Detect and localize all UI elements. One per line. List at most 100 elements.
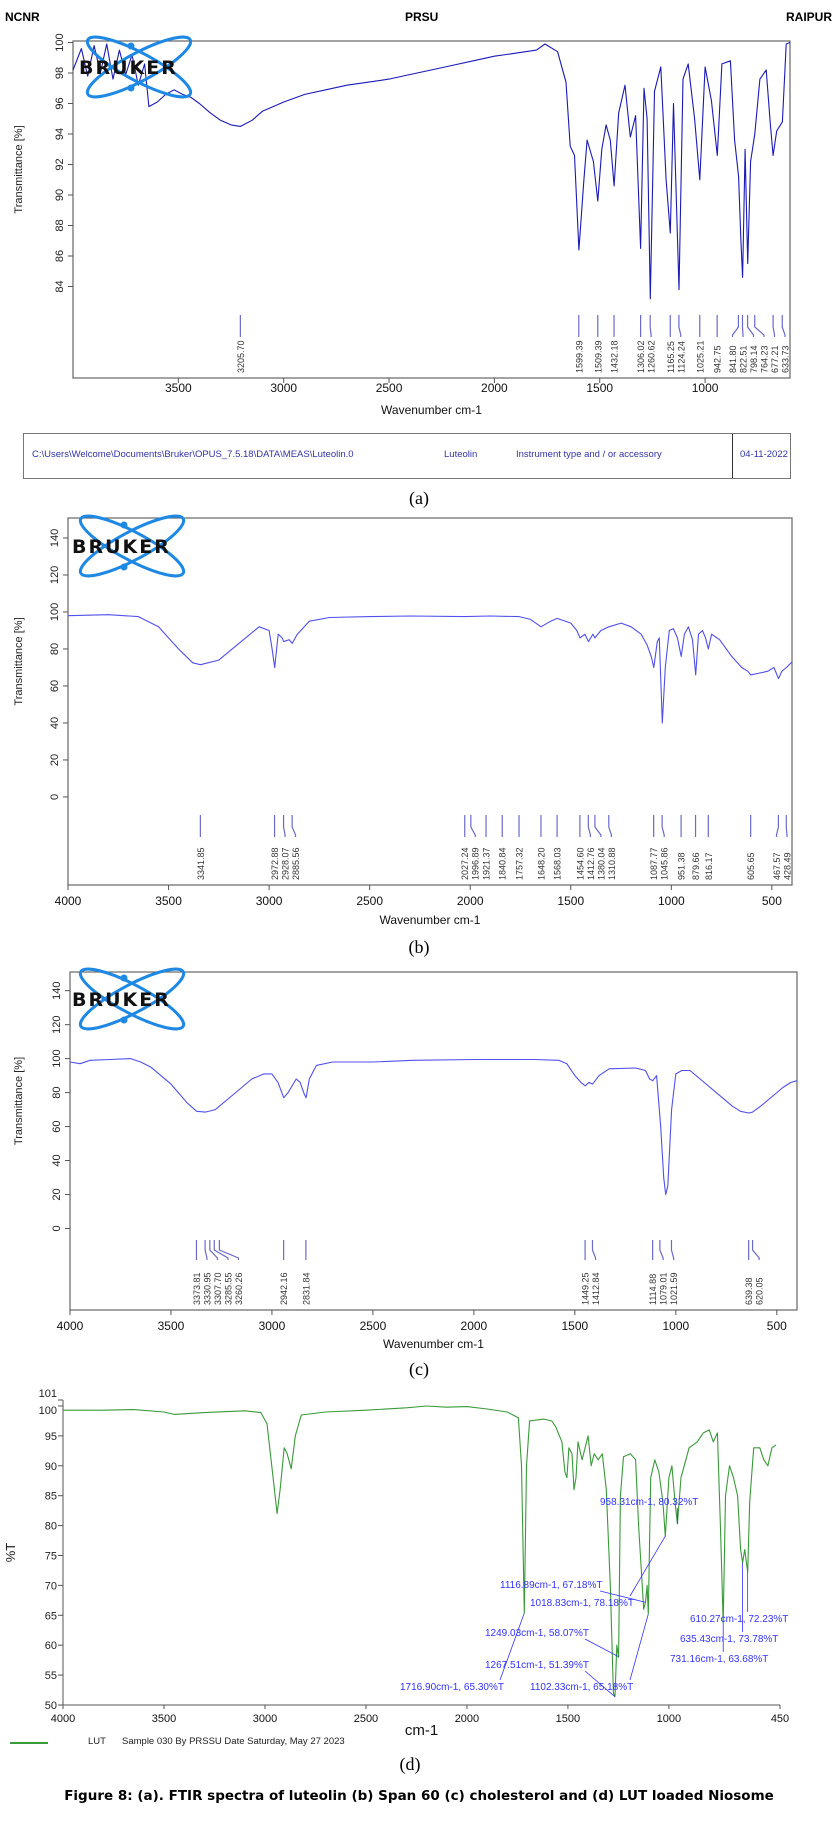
peak-label: 1449.25 bbox=[581, 1272, 591, 1305]
y-tick-label: 101 bbox=[39, 1388, 57, 1400]
peak-label: 1087.77 bbox=[649, 847, 659, 880]
peak-label: 1310.88 bbox=[607, 847, 617, 880]
peak-marker bbox=[282, 815, 286, 837]
panel-label-b: (b) bbox=[408, 937, 430, 957]
peak-marker bbox=[678, 315, 682, 337]
peak-label: 2885.56 bbox=[291, 847, 301, 880]
peak-marker bbox=[608, 815, 613, 837]
peak-label: 879.66 bbox=[691, 852, 701, 880]
logo-orbit-icon bbox=[78, 967, 186, 1031]
peak-label: 677.21 bbox=[770, 345, 780, 373]
chart-panel-3: 4000 3500 3000 2500 2000 1500 1000 450 50 55 60 65 7… bbox=[3, 1388, 789, 1739]
info-divider bbox=[732, 434, 733, 478]
bruker-logo-text: BRUKER bbox=[72, 536, 171, 558]
y-tick-label: 94 bbox=[54, 128, 66, 140]
peak-label: 951.38 bbox=[677, 852, 687, 880]
y-tick-label: 98 bbox=[54, 67, 66, 79]
peak-marker bbox=[213, 1240, 229, 1260]
x-axis-label: Wavenumber cm-1 bbox=[381, 403, 482, 417]
peak-label: 639.38 bbox=[744, 1277, 754, 1305]
y-axis-label: Transmittance [%] bbox=[13, 617, 25, 705]
logo-dot-icon bbox=[120, 1016, 128, 1024]
y-tick-label: 120 bbox=[51, 1015, 63, 1033]
y-tick-label: 20 bbox=[51, 1188, 63, 1200]
annotation-leader bbox=[629, 1536, 666, 1597]
plot-frame bbox=[67, 517, 793, 886]
peak-marker bbox=[747, 315, 755, 337]
peak-label: 3260.26 bbox=[234, 1272, 244, 1305]
logo-dot-icon bbox=[127, 42, 135, 50]
x-tick-label: 1500 bbox=[586, 381, 613, 395]
x-tick-label: 1500 bbox=[557, 894, 584, 908]
peak-label: 1840.84 bbox=[498, 847, 508, 880]
logo-orbit-icon bbox=[85, 35, 193, 99]
y-tick-label: 80 bbox=[49, 643, 61, 655]
peak-label: 2831.84 bbox=[301, 1272, 311, 1305]
y-tick-label: 55 bbox=[45, 1670, 57, 1682]
x-tick-label: 3500 bbox=[155, 894, 182, 908]
y-tick-label: 40 bbox=[51, 1154, 63, 1166]
peak-marker bbox=[741, 315, 744, 337]
panel-label-c: (c) bbox=[409, 1359, 429, 1379]
peak-label: 2027.24 bbox=[460, 847, 470, 880]
x-tick-label: 4000 bbox=[57, 1319, 84, 1333]
peak-annotation: 1267.51cm-1, 51.39%T bbox=[485, 1660, 589, 1671]
peak-label: 1412.76 bbox=[586, 847, 596, 880]
peak-annotation: 1116.89cm-1, 67.18%T bbox=[500, 1580, 602, 1591]
peak-marker bbox=[591, 1240, 597, 1260]
x-tick-label: 1500 bbox=[556, 1713, 580, 1725]
peak-annotation: 610.27cm-1, 72.23%T bbox=[690, 1614, 788, 1625]
y-tick-label: 60 bbox=[45, 1640, 57, 1652]
peak-label: 1454.60 bbox=[575, 847, 585, 880]
peak-label: 2928.07 bbox=[281, 847, 291, 880]
logo-dot-icon bbox=[120, 974, 128, 982]
x-tick-label: 2500 bbox=[356, 894, 383, 908]
panel-label-d: (d) bbox=[399, 1754, 421, 1774]
y-tick-label: 0 bbox=[51, 1225, 63, 1231]
x-tick-label: 4000 bbox=[55, 894, 82, 908]
x-tick-label: 3500 bbox=[165, 381, 192, 395]
x-tick-label: 2500 bbox=[360, 1319, 387, 1333]
peak-annotation: 958.31cm-1, 80.32%T bbox=[600, 1497, 698, 1508]
peak-label: 816.17 bbox=[704, 852, 714, 880]
peak-marker bbox=[204, 1240, 208, 1260]
peak-label: 605.65 bbox=[746, 852, 756, 880]
y-tick-label: 100 bbox=[49, 603, 61, 621]
peak-marker bbox=[670, 1240, 675, 1260]
peak-label: 467.57 bbox=[772, 852, 782, 880]
peak-label: 841.80 bbox=[728, 345, 738, 373]
y-tick-label: 0 bbox=[49, 794, 61, 800]
peak-annotation: 1249.03cm-1, 58.07%T bbox=[485, 1628, 589, 1639]
plot-frame bbox=[72, 40, 791, 379]
peak-marker bbox=[781, 315, 786, 337]
peak-marker bbox=[594, 815, 602, 837]
peak-label: 2942.16 bbox=[279, 1272, 289, 1305]
x-axis-label: Wavenumber cm-1 bbox=[380, 913, 481, 927]
peak-marker bbox=[470, 815, 476, 837]
chart-panel-1: 4000 3500 3000 2500 2000 1500 1000 500 0 20 40 60 80… bbox=[13, 514, 793, 927]
info-path: C:\Users\Welcome\Documents\Bruker\OPUS_7… bbox=[32, 449, 354, 460]
peak-label: 3341.85 bbox=[196, 847, 206, 880]
peak-label: 3205.70 bbox=[236, 340, 246, 373]
peak-marker bbox=[291, 815, 297, 837]
x-tick-label: 2000 bbox=[461, 1319, 488, 1333]
x-axis-label: Wavenumber cm-1 bbox=[383, 1337, 484, 1351]
y-tick-label: 70 bbox=[45, 1580, 57, 1592]
peak-label: 1380.04 bbox=[596, 847, 606, 880]
figure-caption: Figure 8: (a). FTIR spectra of luteolin … bbox=[64, 1788, 774, 1804]
y-tick-label: 140 bbox=[49, 529, 61, 547]
x-tick-label: 3000 bbox=[256, 894, 283, 908]
peak-label: 1568.03 bbox=[553, 847, 563, 880]
x-tick-label: 450 bbox=[771, 1713, 789, 1725]
peak-label: 3285.55 bbox=[223, 1272, 233, 1305]
y-tick-label: 86 bbox=[54, 250, 66, 262]
annotation-leader bbox=[584, 1638, 619, 1658]
bruker-logo: BRUKER bbox=[72, 967, 186, 1031]
x-tick-label: 2000 bbox=[481, 381, 508, 395]
peak-label: 1757.32 bbox=[515, 847, 525, 880]
y-tick-label: 20 bbox=[49, 754, 61, 766]
peak-marker bbox=[754, 315, 765, 337]
x-tick-label: 500 bbox=[762, 894, 782, 908]
peak-label: 1996.89 bbox=[471, 847, 481, 880]
